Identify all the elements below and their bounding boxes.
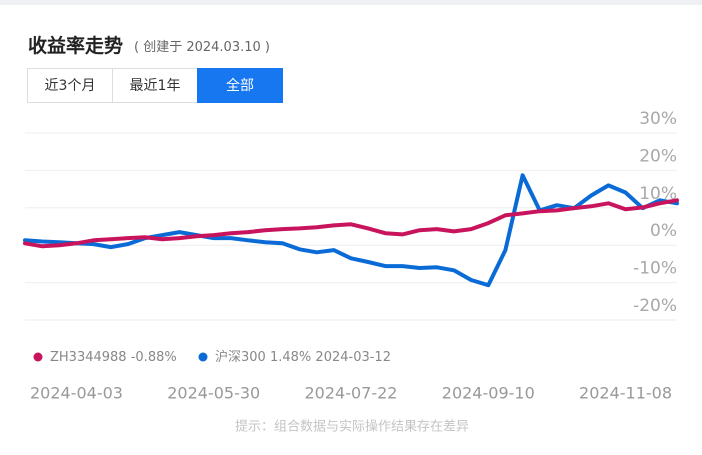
x-tick-label: 2024-07-22	[305, 384, 398, 403]
y-tick-label: 30%	[639, 109, 677, 129]
y-tick-label: 10%	[639, 184, 677, 204]
footnote: 提示：组合数据与实际操作结果存在差异	[235, 419, 469, 435]
legend-value: -0.88%	[131, 350, 177, 365]
x-tick-label: 2024-04-03	[30, 384, 123, 403]
y-tick-label: 20%	[639, 146, 677, 166]
x-tick-label: 2024-11-08	[579, 384, 672, 403]
subtitle: ( 创建于 2024.03.10 )	[134, 40, 270, 55]
x-tick-label: 2024-05-30	[167, 384, 260, 403]
tab[interactable]: 全部	[197, 68, 283, 103]
legend-name: 沪深300	[215, 349, 266, 365]
legend-entry: ZH3344988 -0.88%	[50, 350, 177, 365]
legend-marker	[198, 352, 208, 362]
legend-date: 2024-03-12	[315, 350, 391, 365]
y-tick-label: 0%	[650, 221, 677, 241]
series-line	[23, 198, 679, 249]
series-line	[23, 173, 679, 288]
x-tick-label: 2024-09-10	[442, 384, 535, 403]
y-tick-label: -10%	[633, 259, 677, 279]
top-bar	[0, 0, 702, 5]
title: 收益率走势	[28, 35, 124, 57]
legend-entry: 沪深300 1.48% 2024-03-12	[215, 349, 391, 365]
tab-bar: 近3个月 最近1年 全部	[27, 68, 283, 103]
legend-value: 1.48%	[270, 350, 311, 365]
legend-name: ZH3344988	[50, 350, 127, 365]
legend-marker	[33, 352, 43, 362]
y-tick-label: -20%	[633, 296, 677, 316]
